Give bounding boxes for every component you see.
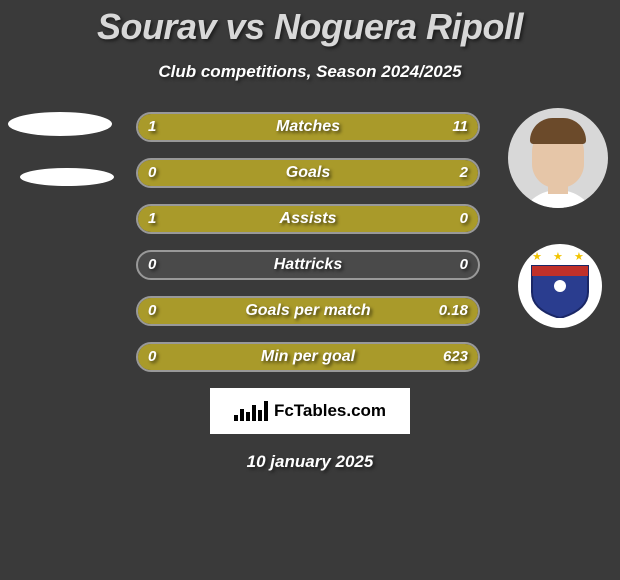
ball-icon: [554, 280, 566, 292]
stat-value-right: 0: [460, 252, 468, 278]
mini-bar: [264, 401, 268, 421]
club-badge: ★ ★ ★: [518, 244, 602, 328]
stat-row: 0Hattricks0: [136, 250, 480, 280]
stat-label: Min per goal: [138, 344, 478, 370]
stat-row: 1Assists0: [136, 204, 480, 234]
mini-bar: [246, 412, 250, 421]
stat-bars: 1Matches110Goals21Assists00Hattricks00Go…: [136, 112, 480, 372]
ellipse-icon: [8, 112, 112, 136]
mini-bar: [234, 415, 238, 421]
stat-value-right: 0: [460, 206, 468, 232]
stat-value-right: 0.18: [439, 298, 468, 324]
mini-bar: [258, 410, 262, 421]
subtitle: Club competitions, Season 2024/2025: [0, 62, 620, 82]
stat-label: Matches: [138, 114, 478, 140]
date-label: 10 january 2025: [0, 452, 620, 472]
stat-row: 0Goals2: [136, 158, 480, 188]
stat-label: Goals: [138, 160, 478, 186]
stat-value-right: 2: [460, 160, 468, 186]
comparison-content: ★ ★ ★ 1Matches110Goals21Assists00Hattric…: [0, 112, 620, 372]
stat-label: Hattricks: [138, 252, 478, 278]
stat-value-right: 11: [452, 114, 468, 140]
stat-row: 0Min per goal623: [136, 342, 480, 372]
mini-bar: [252, 405, 256, 421]
face-icon: [508, 108, 608, 208]
ellipse-icon: [20, 168, 114, 186]
stat-label: Goals per match: [138, 298, 478, 324]
player-right-avatar: [508, 108, 608, 208]
stat-value-right: 623: [443, 344, 468, 370]
mini-bar: [240, 409, 244, 421]
stat-label: Assists: [138, 206, 478, 232]
bars-icon: [234, 401, 268, 421]
fctables-label: FcTables.com: [274, 401, 386, 421]
fctables-watermark: FcTables.com: [210, 388, 410, 434]
player-left-avatar: [8, 112, 114, 186]
stat-row: 1Matches11: [136, 112, 480, 142]
page-title: Sourav vs Noguera Ripoll: [0, 0, 620, 48]
stat-row: 0Goals per match0.18: [136, 296, 480, 326]
